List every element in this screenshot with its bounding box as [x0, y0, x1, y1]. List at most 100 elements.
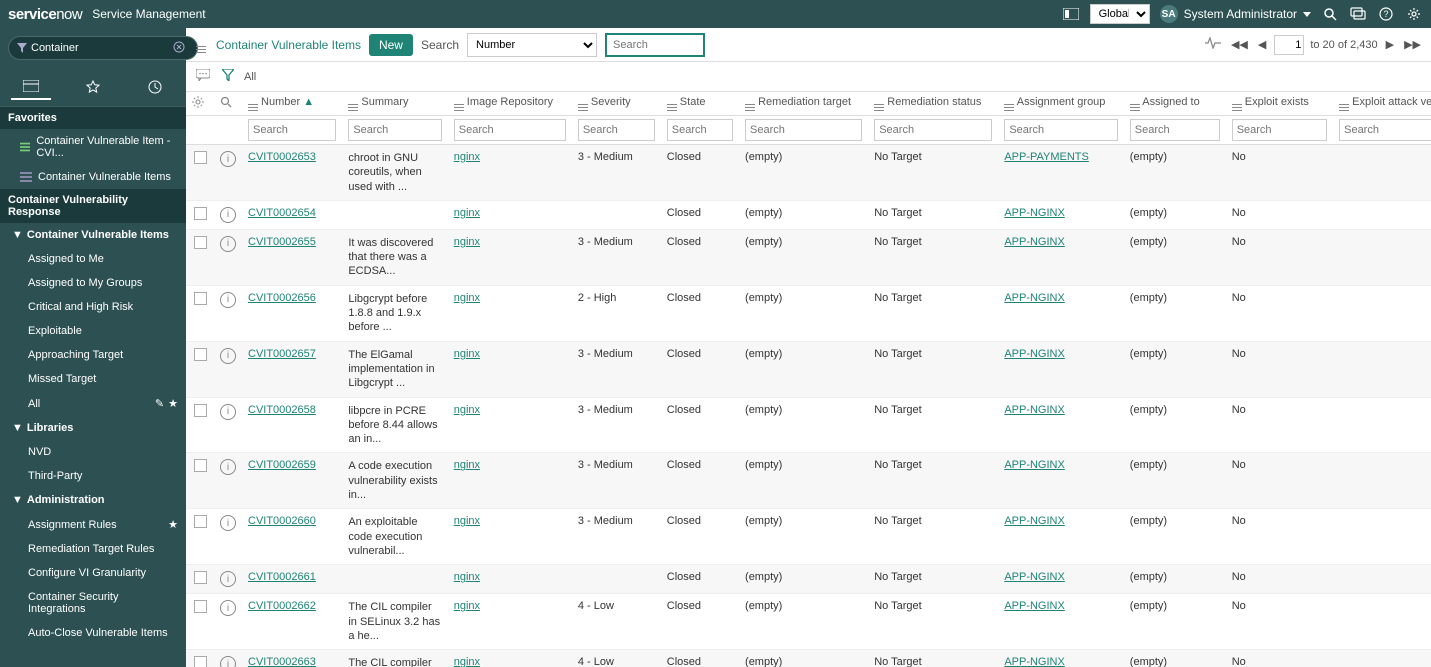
column-header-severity[interactable]: Severity [572, 92, 661, 116]
number-link[interactable]: CVIT0002663 [248, 656, 316, 667]
column-header-remediation_status[interactable]: Remediation status [868, 92, 998, 116]
image-repo-link[interactable]: nginx [454, 236, 480, 248]
assignment-group-link[interactable]: APP-PAYMENTS [1004, 151, 1089, 163]
user-menu[interactable]: SA System Administrator [1160, 5, 1311, 23]
nav-item[interactable]: Assigned to My Groups [0, 271, 186, 295]
info-icon[interactable]: i [220, 292, 236, 308]
row-checkbox[interactable] [194, 151, 207, 164]
column-menu-icon[interactable] [1232, 104, 1242, 111]
image-repo-link[interactable]: nginx [454, 292, 480, 304]
personalize-icon[interactable] [192, 99, 204, 111]
column-menu-icon[interactable] [1004, 104, 1014, 111]
help-icon[interactable]: ? [1377, 5, 1395, 23]
info-icon[interactable]: i [220, 404, 236, 420]
number-link[interactable]: CVIT0002654 [248, 207, 316, 219]
nav-item[interactable]: Remediation Target Rules [0, 537, 186, 561]
new-button[interactable]: New [369, 34, 413, 56]
assignment-group-link[interactable]: APP-NGINX [1004, 459, 1065, 471]
info-icon[interactable]: i [220, 600, 236, 616]
search-icon[interactable] [1321, 5, 1339, 23]
number-link[interactable]: CVIT0002660 [248, 515, 316, 527]
column-menu-icon[interactable] [1339, 104, 1349, 111]
filter-funnel-icon[interactable] [220, 67, 236, 86]
gear-icon[interactable] [1405, 5, 1423, 23]
nav-item[interactable]: Assigned to Me [0, 247, 186, 271]
info-icon[interactable]: i [220, 656, 236, 667]
assignment-group-link[interactable]: APP-NGINX [1004, 656, 1065, 667]
row-checkbox[interactable] [194, 459, 207, 472]
nav-tab-favorites[interactable] [73, 74, 113, 100]
assignment-group-link[interactable]: APP-NGINX [1004, 207, 1065, 219]
image-repo-link[interactable]: nginx [454, 151, 480, 163]
info-icon[interactable]: i [220, 151, 236, 167]
number-link[interactable]: CVIT0002662 [248, 600, 316, 612]
nav-group-header[interactable]: ▼ Container Vulnerable Items [0, 223, 186, 247]
nav-group-header[interactable]: ▼ Administration [0, 488, 186, 512]
update-set-icon[interactable] [1062, 5, 1080, 23]
assignment-group-link[interactable]: APP-NGINX [1004, 600, 1065, 612]
column-menu-icon[interactable] [874, 104, 884, 111]
nav-tab-apps[interactable] [11, 74, 51, 100]
info-icon[interactable]: i [220, 348, 236, 364]
column-menu-icon[interactable] [454, 104, 464, 111]
info-icon[interactable]: i [220, 236, 236, 252]
fav-item[interactable]: Container Vulnerable Item - CVI... [0, 129, 186, 165]
column-search-exploit_attack_vector[interactable] [1339, 119, 1431, 141]
chat-icon[interactable] [1349, 5, 1367, 23]
column-search-remediation_target[interactable] [745, 119, 862, 141]
next-page-icon[interactable]: ▶ [1384, 36, 1396, 53]
filter-breadcrumb[interactable]: All [244, 71, 256, 83]
row-checkbox[interactable] [194, 236, 207, 249]
nav-item[interactable]: Approaching Target [0, 343, 186, 367]
assignment-group-link[interactable]: APP-NGINX [1004, 292, 1065, 304]
column-search-icon[interactable] [220, 99, 232, 111]
column-search-summary[interactable] [348, 119, 441, 141]
number-link[interactable]: CVIT0002658 [248, 404, 316, 416]
column-search-state[interactable] [667, 119, 733, 141]
domain-select[interactable]: Global [1090, 4, 1150, 24]
column-search-number[interactable] [248, 119, 336, 141]
column-search-assignment_group[interactable] [1004, 119, 1117, 141]
assignment-group-link[interactable]: APP-NGINX [1004, 571, 1065, 583]
image-repo-link[interactable]: nginx [454, 459, 480, 471]
column-header-summary[interactable]: Summary [342, 92, 447, 116]
column-header-assignment_group[interactable]: Assignment group [998, 92, 1123, 116]
number-link[interactable]: CVIT0002661 [248, 571, 316, 583]
image-repo-link[interactable]: nginx [454, 656, 480, 667]
row-checkbox[interactable] [194, 207, 207, 220]
image-repo-link[interactable]: nginx [454, 515, 480, 527]
nav-group-header[interactable]: ▼ Libraries [0, 416, 186, 440]
column-search-assigned_to[interactable] [1130, 119, 1220, 141]
row-checkbox[interactable] [194, 600, 207, 613]
image-repo-link[interactable]: nginx [454, 404, 480, 416]
column-search-remediation_status[interactable] [874, 119, 992, 141]
nav-item[interactable]: Auto-Close Vulnerable Items [0, 621, 186, 645]
last-page-icon[interactable]: ▶▶ [1402, 36, 1423, 53]
info-icon[interactable]: i [220, 571, 236, 587]
nav-item[interactable]: Critical and High Risk [0, 295, 186, 319]
column-header-remediation_target[interactable]: Remediation target [739, 92, 868, 116]
page-input[interactable] [1274, 35, 1304, 55]
column-menu-icon[interactable] [1130, 104, 1140, 111]
number-link[interactable]: CVIT0002653 [248, 151, 316, 163]
star-icon[interactable]: ★ [168, 518, 178, 531]
nav-item[interactable]: Third-Party [0, 464, 186, 488]
column-search-severity[interactable] [578, 119, 655, 141]
number-link[interactable]: CVIT0002659 [248, 459, 316, 471]
column-menu-icon[interactable] [348, 104, 358, 111]
number-link[interactable]: CVIT0002655 [248, 236, 316, 248]
nav-filter-wrap[interactable] [8, 36, 198, 60]
column-menu-icon[interactable] [578, 104, 588, 111]
nav-item[interactable]: Configure VI Granularity [0, 561, 186, 585]
image-repo-link[interactable]: nginx [454, 571, 480, 583]
chat-stream-icon[interactable] [194, 67, 212, 86]
nav-item[interactable]: Missed Target [0, 367, 186, 391]
column-search-exploit_exists[interactable] [1232, 119, 1327, 141]
column-menu-icon[interactable] [667, 104, 677, 111]
column-header-image_repo[interactable]: Image Repository [448, 92, 572, 116]
row-checkbox[interactable] [194, 348, 207, 361]
column-search-image_repo[interactable] [454, 119, 566, 141]
nav-item[interactable]: Exploitable [0, 319, 186, 343]
search-input[interactable] [605, 33, 705, 57]
row-checkbox[interactable] [194, 292, 207, 305]
